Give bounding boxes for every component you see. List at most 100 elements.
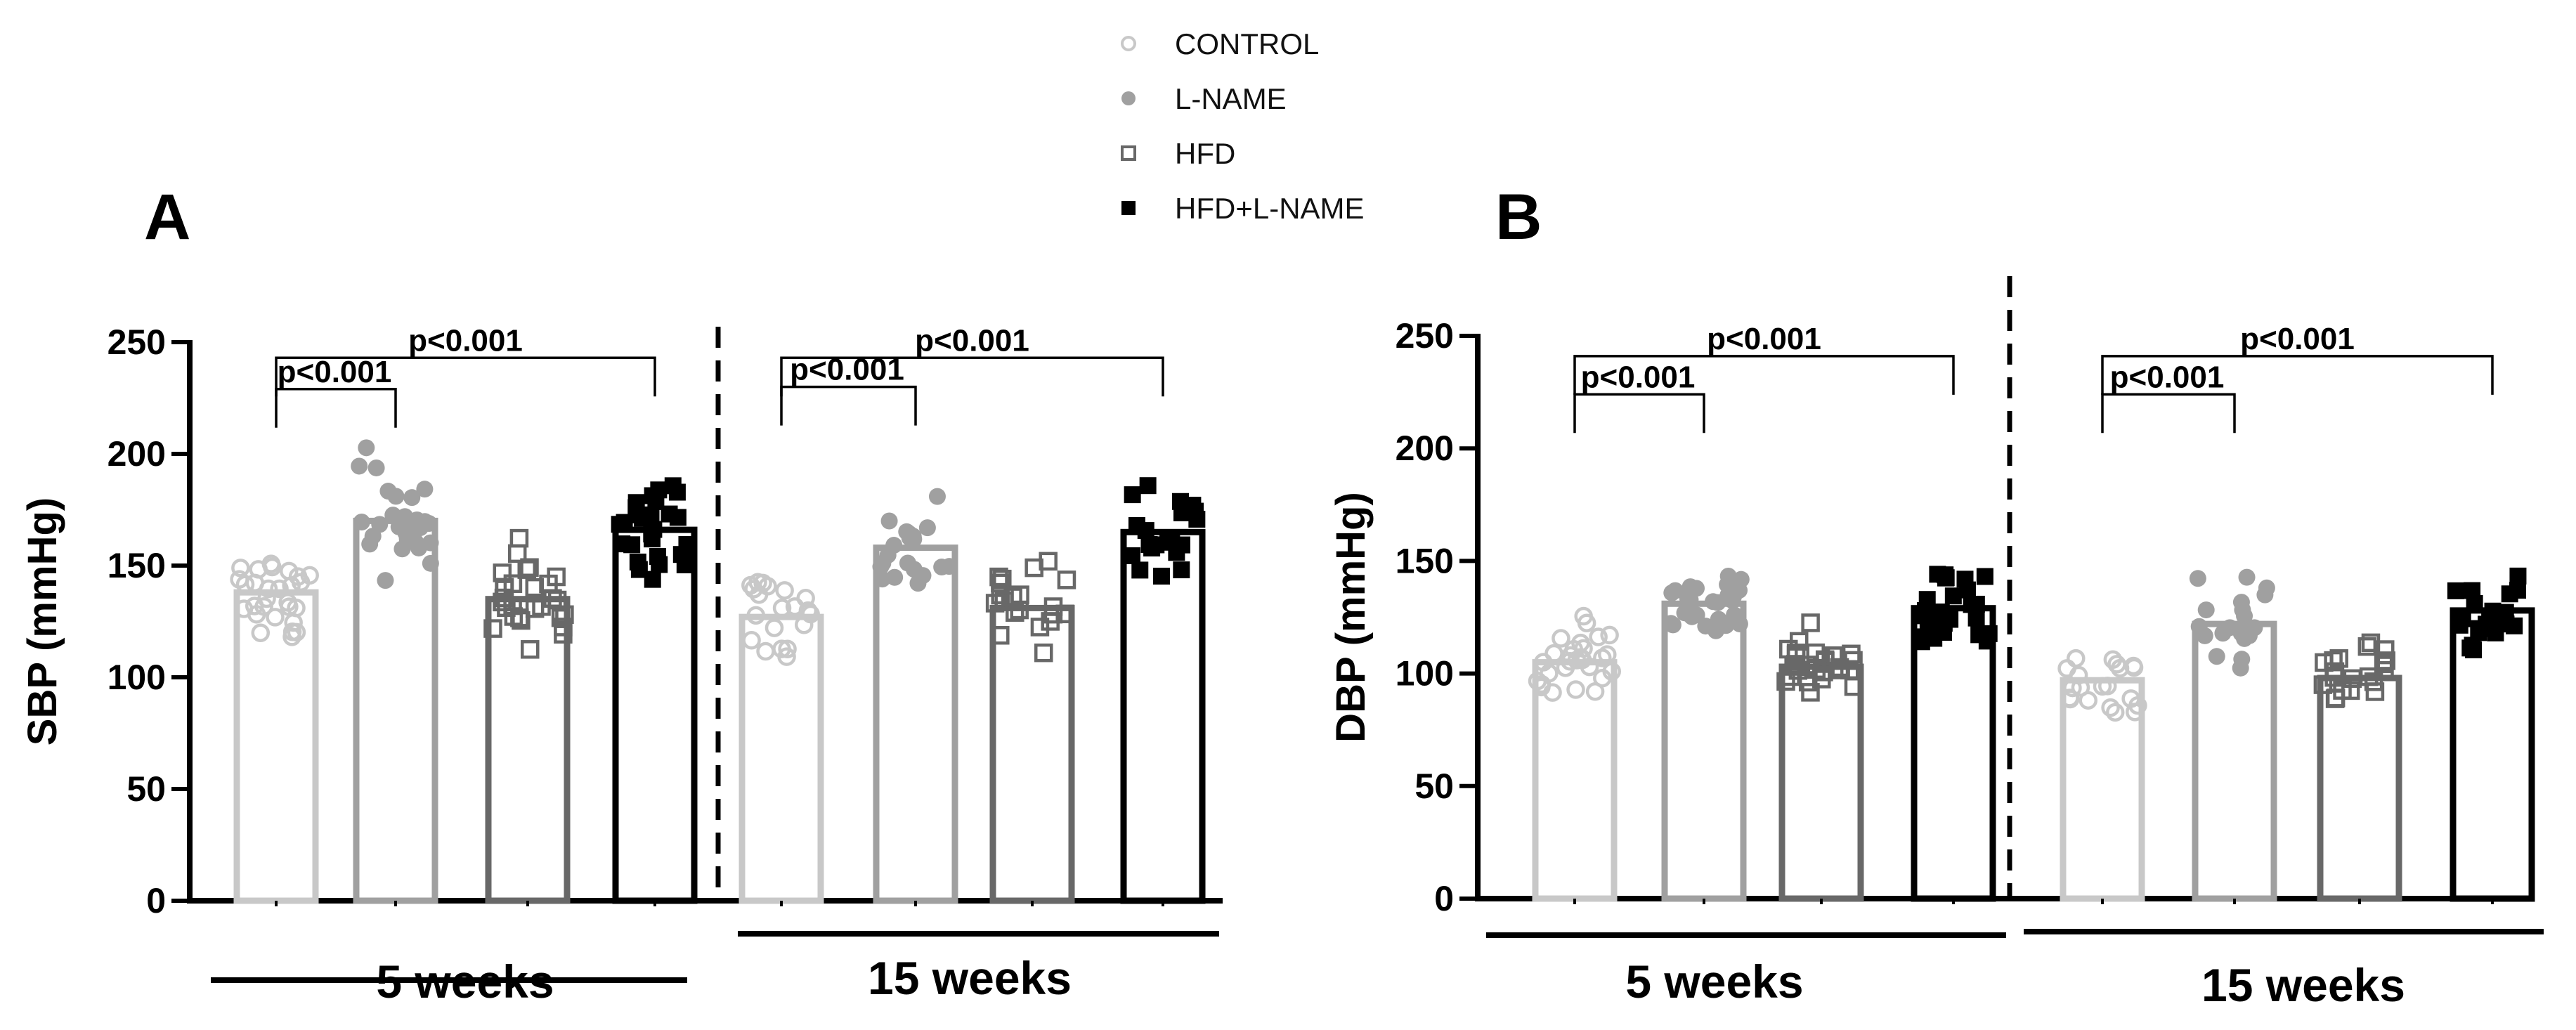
- y-tick-label: 200: [1396, 429, 1454, 468]
- data-point-hfd: [2364, 672, 2383, 691]
- data-point-l-name: [353, 514, 370, 531]
- data-point-hfd-l-name: [2509, 567, 2527, 585]
- data-point-hfd: [1797, 656, 1816, 674]
- legend-marker-l-name: [1121, 91, 1136, 105]
- data-point-hfd: [989, 567, 1008, 587]
- significance-bracket: [2101, 393, 2236, 433]
- data-point-l-name: [361, 535, 379, 553]
- data-point-hfd: [1057, 571, 1076, 589]
- data-point-hfd: [991, 625, 1010, 645]
- data-point-hfd: [1801, 683, 1820, 702]
- data-point-hfd-l-name: [2487, 624, 2504, 641]
- data-point-l-name: [940, 558, 958, 575]
- data-point-hfd: [2376, 651, 2395, 670]
- data-point-hfd-l-name: [676, 556, 694, 573]
- y-tick-label: 50: [126, 769, 166, 809]
- data-point-hfd: [985, 594, 1005, 613]
- data-point-control: [1544, 644, 1563, 663]
- data-point-hfd: [520, 558, 539, 577]
- data-point-control: [2071, 678, 2090, 697]
- panel-label: B: [1495, 181, 1542, 253]
- data-point-hfd: [497, 598, 516, 618]
- legend: CONTROL L-NAME HFD HFD+L-NAME: [1121, 27, 1365, 225]
- data-point-hfd: [520, 640, 540, 659]
- data-point-hfd: [1784, 657, 1803, 676]
- y-axis-label: DBP (mmHg): [1328, 492, 1374, 743]
- y-tick-label: 150: [1396, 541, 1454, 580]
- data-point-control: [2098, 677, 2117, 696]
- data-point-hfd-l-name: [2447, 582, 2464, 599]
- data-point-control: [798, 601, 818, 620]
- bar-hfd-5-weeks: [485, 596, 571, 904]
- data-point-control: [801, 604, 820, 624]
- data-point-l-name: [2196, 627, 2213, 644]
- data-point-hfd-l-name: [2464, 637, 2481, 654]
- data-point-control: [2060, 689, 2080, 709]
- data-point-hfd: [517, 560, 536, 579]
- data-point-control: [231, 559, 250, 578]
- significance-bracket: [275, 356, 656, 397]
- legend-marker-hfd: [1121, 145, 1136, 161]
- data-point-hfd: [2361, 633, 2381, 653]
- data-point-hfd: [2357, 637, 2377, 656]
- data-point-hfd-l-name: [668, 483, 686, 501]
- data-point-control: [2105, 703, 2125, 722]
- y-tick-label: 150: [108, 546, 166, 585]
- significance-label: p<0.001: [278, 355, 392, 389]
- data-point-hfd-l-name: [1124, 486, 1141, 504]
- data-point-hfd: [1010, 600, 1029, 620]
- data-point-control: [778, 639, 797, 658]
- y-tick-label: 100: [1396, 654, 1454, 693]
- data-point-control: [1532, 674, 1552, 694]
- y-tick-label: 250: [1396, 316, 1454, 356]
- data-point-hfd-l-name: [1963, 596, 1980, 613]
- data-point-control: [1600, 625, 1619, 645]
- data-point-l-name: [1726, 610, 1743, 627]
- data-point-hfd-l-name: [1937, 566, 1954, 584]
- data-point-control: [230, 570, 249, 589]
- data-point-hfd-l-name: [2464, 582, 2481, 599]
- bar-hfd-l-name-5-weeks: [1911, 605, 1996, 902]
- data-point-control: [2057, 659, 2076, 678]
- data-point-control: [1566, 680, 1585, 699]
- y-tick-label: 200: [108, 434, 166, 474]
- data-point-hfd: [1816, 651, 1835, 671]
- y-tick-label: 50: [1414, 767, 1454, 806]
- data-point-l-name: [2232, 625, 2250, 642]
- data-point-hfd-l-name: [1932, 603, 1950, 620]
- data-point-hfd-l-name: [611, 516, 628, 533]
- data-point-l-name: [880, 512, 898, 530]
- data-point-l-name: [358, 439, 375, 457]
- data-point-hfd-l-name: [679, 540, 697, 558]
- bar-l-name-15-weeks: [873, 545, 958, 904]
- data-point-hfd: [1812, 670, 1831, 689]
- data-point-control: [2063, 678, 2082, 698]
- y-tick-label: 250: [108, 322, 166, 362]
- bar-hfd-15-weeks: [989, 604, 1075, 904]
- significance-bracket: [1573, 355, 1955, 395]
- data-point-l-name: [2208, 648, 2225, 665]
- data-point-control: [1593, 648, 1612, 667]
- data-point-l-name: [886, 568, 904, 586]
- data-point-hfd: [1024, 558, 1043, 578]
- data-point-hfd-l-name: [2497, 604, 2514, 621]
- data-point-l-name: [900, 525, 918, 542]
- data-point-control: [1577, 613, 1596, 632]
- data-point-l-name: [918, 519, 936, 537]
- bar-l-name-5-weeks: [353, 517, 438, 904]
- data-point-control: [234, 599, 254, 618]
- data-point-hfd-l-name: [1131, 561, 1149, 579]
- panel-b: B 0 50 100 150 200 250 DBP (mmHg) p<0.001 p<0.001…: [1328, 181, 2544, 1011]
- data-point-l-name: [422, 554, 439, 572]
- data-point-hfd-l-name: [1956, 571, 1974, 588]
- data-point-hfd-l-name: [1139, 477, 1157, 495]
- data-point-hfd: [554, 618, 573, 637]
- data-point-hfd-l-name: [1944, 587, 1962, 605]
- data-point-hfd-l-name: [1976, 568, 1993, 585]
- data-point-l-name: [1709, 594, 1726, 611]
- legend-marker-hfd-l-name: [1121, 201, 1136, 215]
- data-point-hfd-l-name: [1173, 504, 1190, 521]
- data-point-hfd-l-name: [1913, 633, 1930, 651]
- data-point-l-name: [1663, 584, 1681, 601]
